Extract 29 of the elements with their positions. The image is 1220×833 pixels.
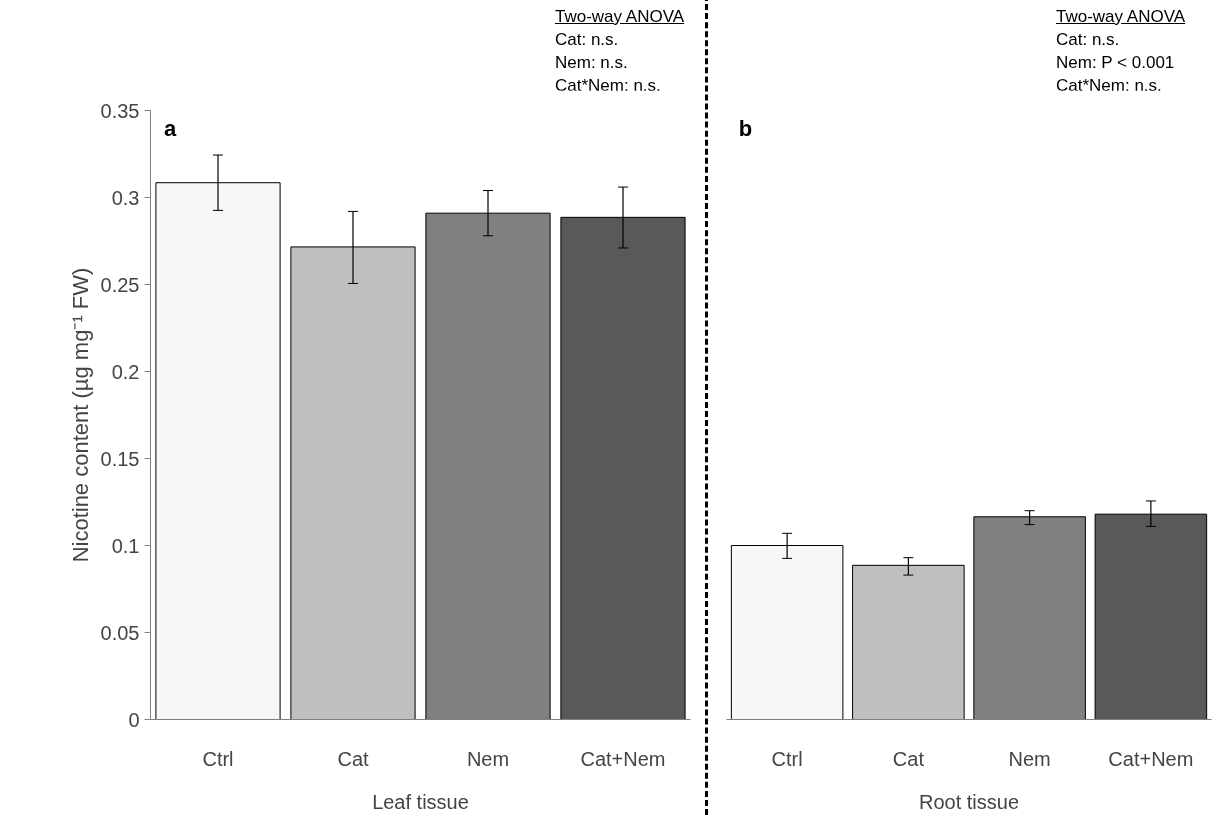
text: Two-way ANOVA <box>555 6 685 28</box>
y-tick-label: 0.35 <box>100 99 140 122</box>
text: Nem: P < 0.001 <box>1056 52 1176 74</box>
text: Cat: n.s. <box>1056 29 1121 51</box>
text: Nem: n.s. <box>555 52 629 74</box>
x-tick-label: Ctrl <box>202 747 234 770</box>
y-tick-label: 0.15 <box>100 447 140 470</box>
y-tick-label: 0.05 <box>100 621 140 644</box>
text: Cat*Nem: n.s. <box>1056 75 1163 97</box>
text: Cat*Nem: n.s. <box>555 75 662 97</box>
y-tick-label: 0.25 <box>100 273 140 296</box>
text: Cat: n.s. <box>555 29 620 51</box>
y-tick-label: 0 <box>128 708 140 731</box>
x-tick-label: Cat+Nem <box>1108 747 1194 770</box>
x-tick-label: Ctrl <box>771 747 803 770</box>
annotation: a <box>164 116 177 142</box>
x-tick-label: Cat+Nem <box>580 747 666 770</box>
x-tick-label: Cat <box>337 747 369 770</box>
x-axis-title: Leaf tissue <box>372 790 469 813</box>
y-tick-label: 0.1 <box>111 534 140 557</box>
x-tick-label: Nem <box>466 747 510 770</box>
x-tick-label: Cat <box>892 747 925 770</box>
y-tick-label: 0.2 <box>111 360 140 383</box>
y-axis-title: Nicotine content (µg mg⁻¹ FW) <box>67 267 93 563</box>
x-axis-title: Root tissue <box>918 790 1020 813</box>
x-tick-label: Nem <box>1008 747 1051 770</box>
y-tick-label: 0.3 <box>111 186 140 209</box>
text: Two-way ANOVA <box>1056 6 1186 28</box>
annotation: b <box>738 116 753 142</box>
